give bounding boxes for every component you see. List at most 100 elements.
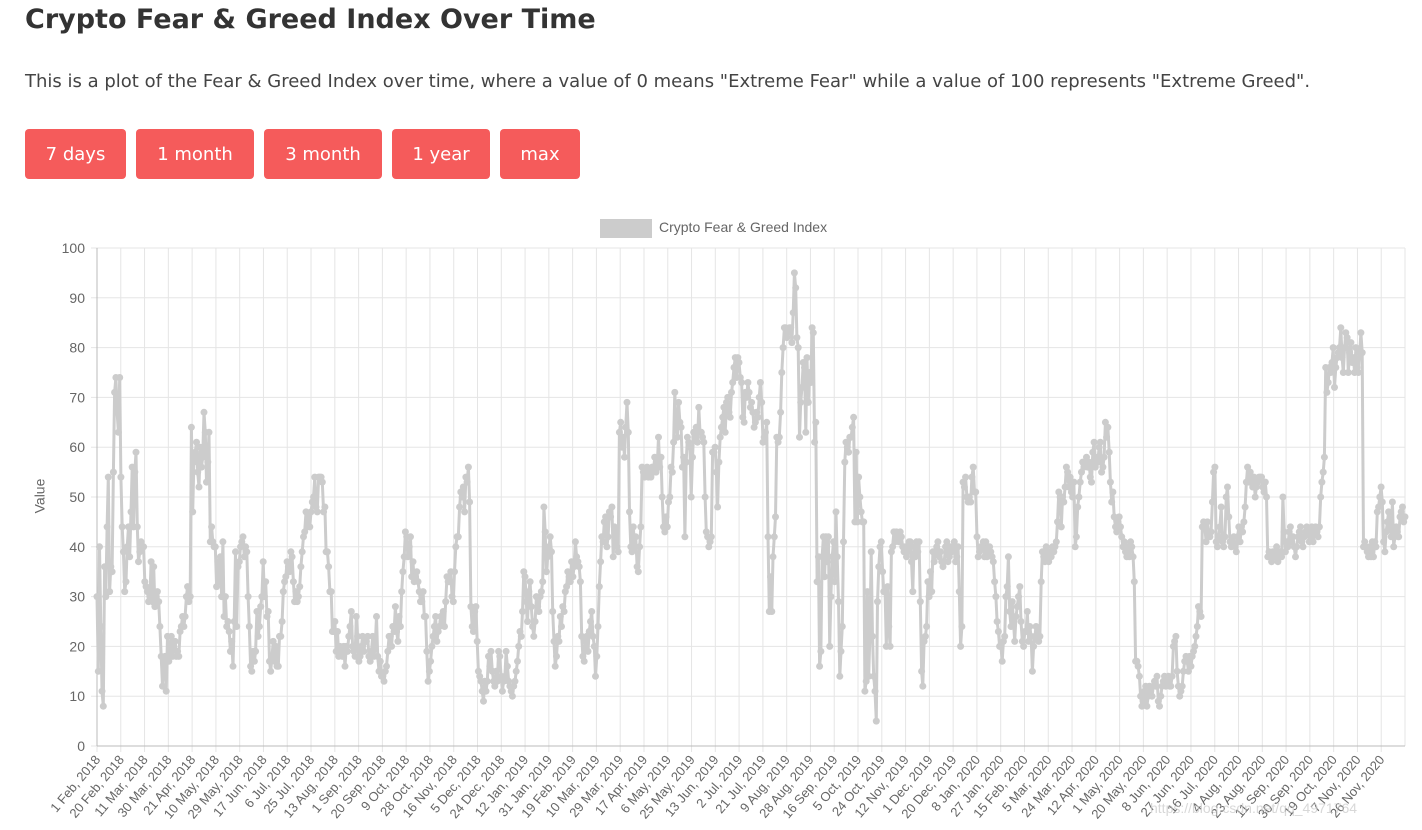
data-point: [383, 662, 390, 670]
data-point: [807, 379, 815, 386]
data-point: [511, 677, 519, 685]
data-point: [1222, 493, 1230, 501]
range-max-button[interactable]: max: [500, 129, 580, 179]
data-point: [1202, 538, 1210, 546]
data-point: [102, 593, 110, 601]
data-point: [454, 533, 462, 541]
data-point: [187, 423, 195, 431]
data-point: [764, 533, 772, 541]
range-1-month-button[interactable]: 1 month: [136, 129, 254, 179]
data-point: [1207, 528, 1215, 536]
data-point: [744, 379, 752, 386]
data-point: [972, 488, 980, 496]
data-point: [675, 398, 683, 406]
data-point: [1241, 503, 1249, 511]
data-point: [1273, 543, 1281, 551]
data-point: [482, 687, 490, 695]
data-point: [294, 593, 302, 601]
data-point: [584, 647, 592, 655]
data-point: [161, 652, 169, 660]
data-point: [1139, 697, 1147, 705]
data-point: [321, 503, 329, 511]
data-point: [341, 662, 349, 670]
data-point: [595, 583, 603, 591]
data-point: [498, 687, 506, 695]
data-point: [857, 508, 865, 516]
legend-label[interactable]: Crypto Fear & Greed Index: [659, 219, 828, 235]
data-point: [535, 608, 543, 615]
data-point: [1070, 478, 1078, 486]
data-point: [155, 598, 163, 606]
legend-swatch[interactable]: [600, 219, 652, 238]
data-point: [219, 538, 227, 546]
data-point: [677, 423, 685, 431]
data-point: [992, 593, 1000, 601]
data-point: [1015, 593, 1022, 601]
data-point: [396, 623, 404, 630]
data-point: [571, 538, 579, 546]
data-point: [487, 647, 495, 655]
data-point: [1297, 523, 1304, 531]
data-point: [264, 608, 272, 615]
range-1-year-button[interactable]: 1 year: [392, 129, 490, 179]
data-point: [806, 369, 813, 376]
data-point: [826, 642, 834, 650]
data-point: [728, 388, 735, 396]
data-point: [1197, 613, 1205, 620]
data-point: [1030, 642, 1038, 650]
data-point: [405, 543, 413, 551]
data-point: [885, 623, 893, 630]
data-point: [352, 613, 360, 620]
data-point: [1289, 533, 1297, 541]
data-point: [623, 398, 631, 406]
data-point: [135, 558, 142, 566]
data-point: [414, 578, 422, 586]
data-point: [369, 632, 377, 640]
data-point: [1012, 613, 1020, 620]
range-7-days-button[interactable]: 7 days: [25, 129, 126, 179]
data-point: [724, 393, 732, 401]
data-point: [631, 543, 639, 551]
data-point: [960, 483, 968, 491]
data-point: [180, 623, 188, 630]
data-point: [1105, 448, 1113, 456]
data-point: [657, 453, 665, 461]
data-point: [156, 623, 164, 630]
data-point: [830, 538, 837, 546]
range-3-month-button[interactable]: 3 month: [264, 129, 382, 179]
data-point: [570, 563, 578, 571]
data-point: [323, 548, 331, 556]
data-point: [200, 408, 208, 416]
data-point: [347, 608, 355, 615]
data-point: [856, 493, 864, 501]
data-point: [441, 623, 448, 630]
data-point: [1057, 523, 1065, 531]
data-point: [96, 543, 103, 551]
data-point: [1251, 493, 1259, 501]
data-point: [827, 593, 835, 601]
data-point: [560, 608, 568, 615]
series-crypto-fear-greed-index: [93, 269, 1409, 725]
data-point: [327, 588, 335, 596]
data-point: [1090, 438, 1098, 446]
data-point: [689, 453, 696, 461]
data-point: [1332, 364, 1340, 371]
data-point: [1221, 533, 1229, 541]
data-point: [1337, 324, 1345, 332]
data-point: [220, 613, 228, 620]
data-point: [1352, 344, 1360, 352]
data-point: [950, 538, 958, 546]
data-point: [1292, 553, 1299, 561]
data-point: [235, 558, 243, 566]
data-point: [253, 608, 261, 615]
data-point: [191, 448, 199, 456]
data-point: [1129, 553, 1137, 561]
data-point: [824, 533, 832, 541]
data-point: [770, 533, 778, 541]
data-point: [762, 428, 769, 436]
data-point: [614, 548, 622, 556]
data-point: [989, 558, 997, 566]
data-point: [339, 652, 346, 660]
data-point: [934, 538, 942, 546]
